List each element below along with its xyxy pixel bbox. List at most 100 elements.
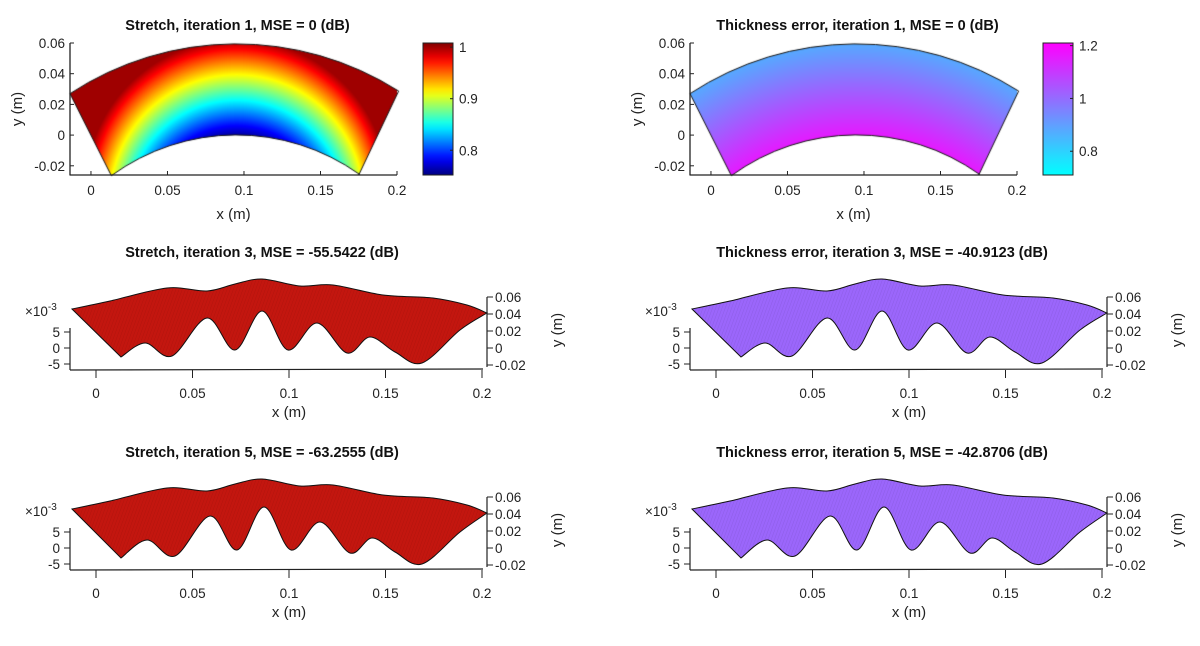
y-tick-label: 0 xyxy=(495,341,503,356)
x-tick-label: 0.2 xyxy=(473,386,492,401)
x-tick-label: 0.2 xyxy=(473,586,492,601)
y-tick-label: -0.02 xyxy=(1115,558,1146,573)
y-tick-label: 0 xyxy=(1115,341,1123,356)
subplot-title: Stretch, iteration 1, MSE = 0 (dB) xyxy=(125,18,350,34)
x-tick-label: 0.1 xyxy=(900,586,919,601)
x-tick-label: 0 xyxy=(712,386,720,401)
x-tick-label: 0.1 xyxy=(855,183,874,198)
y-axis-label: y (m) xyxy=(549,513,566,547)
surface-mesh xyxy=(70,478,489,566)
x-tick-label: 0.2 xyxy=(388,183,407,198)
y-tick-label: 0.06 xyxy=(1115,490,1141,505)
colorbar-tick-label: 1.2 xyxy=(1079,39,1098,54)
z-exponent-label: ×10-3 xyxy=(645,302,677,319)
y-axis-label: y (m) xyxy=(9,92,26,126)
colorbar-tick-label: 1 xyxy=(459,40,467,55)
x-tick-label: 0.1 xyxy=(280,586,299,601)
subplot-title: Thickness error, iteration 3, MSE = -40.… xyxy=(716,245,1048,261)
x-tick-label: 0.05 xyxy=(154,183,180,198)
subplot-thickness-iteration-1: Thickness error, iteration 1, MSE = 0 (d… xyxy=(629,18,1098,223)
x-axis-label: x (m) xyxy=(892,604,926,621)
colorbar: 1.2 1 0.8 xyxy=(1042,39,1098,176)
y-tick-label: 0 xyxy=(677,128,685,143)
z-tick-label: 0 xyxy=(672,541,680,556)
x-tick-label: 0.2 xyxy=(1093,586,1112,601)
z-exponent-base: ×10 xyxy=(25,504,48,519)
subplot-thickness-iteration-5: Thickness error, iteration 5, MSE = -42.… xyxy=(645,445,1186,621)
z-tick-label: 5 xyxy=(52,525,60,540)
y-tick-label: 0.02 xyxy=(1115,524,1141,539)
colorbar-tick-label: 0.8 xyxy=(1079,144,1098,159)
y-tick-label: 0.02 xyxy=(39,97,65,112)
z-exponent-power: -3 xyxy=(48,502,57,513)
subplot-stretch-iteration-3: Stretch, iteration 3, MSE = -55.5422 (dB… xyxy=(25,245,566,421)
y-axis-label: y (m) xyxy=(1169,313,1186,347)
z-tick-label: -5 xyxy=(668,557,680,572)
z-tick-label: 5 xyxy=(672,525,680,540)
x-tick-label: 0 xyxy=(87,183,95,198)
x-tick-label: 0.05 xyxy=(179,386,205,401)
colorbar-tick-label: 0.8 xyxy=(459,143,478,158)
subplot-title: Thickness error, iteration 5, MSE = -42.… xyxy=(716,445,1048,461)
y-tick-label: 0.02 xyxy=(495,324,521,339)
colorbar-gradient xyxy=(422,42,454,176)
y-tick-label: -0.02 xyxy=(1115,358,1146,373)
z-exponent-base: ×10 xyxy=(645,304,668,319)
z-exponent-label: ×10-3 xyxy=(25,502,57,519)
y-tick-label: 0.02 xyxy=(659,97,685,112)
z-tick-label: -5 xyxy=(48,557,60,572)
x-axis-label: x (m) xyxy=(272,404,306,421)
y-tick-label: 0.06 xyxy=(495,290,521,305)
x-axis-label: x (m) xyxy=(272,604,306,621)
y-tick-label: 0.04 xyxy=(1115,507,1142,522)
z-exponent-power: -3 xyxy=(48,302,57,313)
x-tick-label: 0.2 xyxy=(1008,183,1027,198)
x-axis-line xyxy=(69,368,484,371)
y-tick-label: -0.02 xyxy=(495,358,526,373)
x-tick-label: 0.15 xyxy=(992,386,1018,401)
x-tick-label: 0.1 xyxy=(235,183,254,198)
y-tick-label: 0.06 xyxy=(1115,290,1141,305)
z-exponent-power: -3 xyxy=(668,302,677,313)
x-tick-label: 0.15 xyxy=(992,586,1018,601)
y-tick-label: -0.02 xyxy=(495,558,526,573)
z-exponent-label: ×10-3 xyxy=(645,502,677,519)
x-tick-label: 0 xyxy=(92,586,100,601)
x-tick-label: 0.05 xyxy=(799,386,825,401)
y-tick-label: 0.04 xyxy=(1115,307,1142,322)
z-tick-label: -5 xyxy=(48,357,60,372)
x-tick-label: 0.05 xyxy=(179,586,205,601)
y-tick-label: -0.02 xyxy=(654,159,685,174)
subplot-thickness-iteration-3: Thickness error, iteration 3, MSE = -40.… xyxy=(645,245,1186,421)
x-tick-label: 0.05 xyxy=(774,183,800,198)
y-tick-label: 0 xyxy=(1115,541,1123,556)
surface-mesh xyxy=(70,278,489,365)
x-tick-label: 0.15 xyxy=(372,586,398,601)
z-exponent-power: -3 xyxy=(668,502,677,513)
y-tick-label: 0.02 xyxy=(495,524,521,539)
x-tick-label: 0 xyxy=(712,586,720,601)
z-tick-label: 0 xyxy=(672,341,680,356)
y-tick-label: 0 xyxy=(495,541,503,556)
colorbar-tick-label: 1 xyxy=(1079,91,1087,106)
y-tick-label: 0.06 xyxy=(39,36,65,51)
y-tick-label: 0.04 xyxy=(495,307,522,322)
x-tick-label: 0.15 xyxy=(372,386,398,401)
x-tick-label: 0.1 xyxy=(900,386,919,401)
y-axis-label: y (m) xyxy=(549,313,566,347)
x-tick-label: 0.05 xyxy=(799,586,825,601)
subplot-title: Stretch, iteration 3, MSE = -55.5422 (dB… xyxy=(125,245,399,261)
y-tick-label: 0.02 xyxy=(1115,324,1141,339)
y-tick-label: 0.06 xyxy=(495,490,521,505)
x-tick-label: 0.15 xyxy=(307,183,333,198)
z-tick-label: 0 xyxy=(52,541,60,556)
z-exponent-base: ×10 xyxy=(25,304,48,319)
subplot-stretch-iteration-1: Stretch, iteration 1, MSE = 0 (dB) 0 0.05 0… xyxy=(9,18,478,223)
z-tick-label: -5 xyxy=(668,357,680,372)
y-axis-label: y (m) xyxy=(1169,513,1186,547)
x-tick-label: 0 xyxy=(707,183,715,198)
x-axis-line xyxy=(689,368,1104,371)
colorbar-gradient xyxy=(1042,42,1074,176)
